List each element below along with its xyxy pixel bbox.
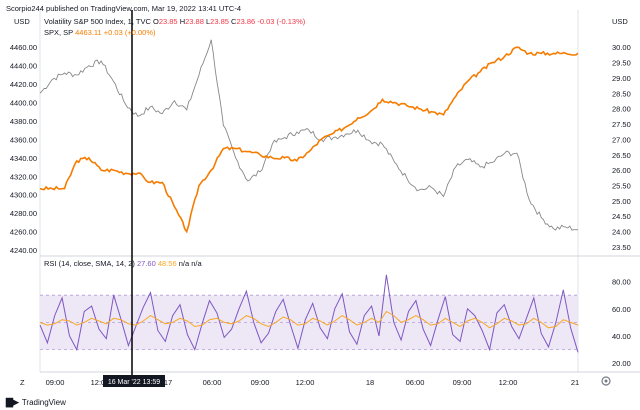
right-tick-label: 26.00 <box>612 166 631 175</box>
vix-c-label: C <box>231 17 237 26</box>
z-label[interactable]: Z <box>20 378 25 387</box>
rsi-tick-label: 20.00 <box>612 359 631 368</box>
vix-o-label: O <box>152 17 159 26</box>
publisher-text: Scorpio244 published on TradingView.com,… <box>6 4 242 13</box>
crosshair-time-box <box>103 375 165 387</box>
vix-title: Volatility S&P 500 Index, 1, TVC <box>44 17 151 26</box>
time-tick-label: 21 <box>571 378 579 387</box>
vix-legend: Volatility S&P 500 Index, 1, TVC O23.85 … <box>44 18 305 26</box>
vix-series <box>39 46 579 234</box>
right-tick-label: 27.50 <box>612 120 631 129</box>
time-tick-label: 09:00 <box>251 378 270 387</box>
rsi-title: RSI (14, close, SMA, 14, 2) <box>44 259 135 268</box>
time-tick-label: 06:00 <box>203 378 222 387</box>
rsi-band-fill <box>40 295 578 350</box>
time-axis: 09:00 12:00 17 06:00 09:00 12:00 18 06:00 09:00 1… <box>46 378 580 387</box>
publisher-line: Scorpio244 published on TradingView.com,… <box>6 5 241 13</box>
right-tick-label: 23.50 <box>612 243 631 252</box>
tradingview-logo-icon: ▇▶ <box>6 397 19 407</box>
vix-c: 23.86 <box>236 17 256 26</box>
spx-legend: SPX, SP 4463.11 +0.03 (+0.00%) <box>44 29 156 37</box>
right-tick-label: 26.50 <box>612 151 631 160</box>
left-tick-label: 4300.00 <box>10 191 37 200</box>
vix-change: -0.03 (-0.13%) <box>257 17 306 26</box>
left-tick-label: 4240.00 <box>10 246 37 255</box>
left-tick-label: 4460.00 <box>10 43 37 52</box>
left-unit: USD <box>14 18 30 26</box>
footer-text: TradingView <box>21 398 66 407</box>
price-axis: 4460.00 4440.00 4420.00 4400.00 4380.00 4360.… <box>10 43 631 255</box>
vix-series-line <box>39 46 579 234</box>
left-tick-label: 4380.00 <box>10 117 37 126</box>
time-tick-label: 18 <box>366 378 374 387</box>
left-tick-label: 4340.00 <box>10 154 37 163</box>
vix-l: 23.85 <box>210 17 229 26</box>
vix-l-label: L <box>205 17 211 26</box>
rsi-series <box>39 274 579 353</box>
rsi-tick-label: 60.00 <box>612 305 631 314</box>
right-tick-label: 27.00 <box>612 135 631 144</box>
rsi-tick-label: 40.00 <box>612 332 631 341</box>
rsi-series-line <box>39 274 579 353</box>
time-tick-label: 06:00 <box>406 378 425 387</box>
spx-series <box>39 39 578 231</box>
left-tick-label: 4400.00 <box>10 99 37 108</box>
rsi-na2: n/a <box>191 259 202 268</box>
left-tick-label: 4320.00 <box>10 172 37 181</box>
right-tick-label: 30.00 <box>612 43 631 52</box>
time-tick-label: 12:00 <box>296 378 315 387</box>
footer: ▇▶ TradingView <box>6 397 66 408</box>
vix-o: 23.85 <box>158 17 178 26</box>
rsi-tick-label: 80.00 <box>612 278 631 287</box>
spx-title: SPX, SP <box>44 28 74 37</box>
rsi-ma-value: 48.56 <box>157 259 177 268</box>
rsi-ma-series <box>39 310 579 329</box>
rsi-band <box>40 294 578 351</box>
gear-icon[interactable] <box>601 376 611 386</box>
left-tick-label: 4440.00 <box>10 62 37 71</box>
left-unit-label: USD <box>14 17 30 26</box>
time-tick-label: 09:00 <box>46 378 65 387</box>
vix-h-label: H <box>179 17 186 26</box>
time-tick-label: 12:00 <box>91 378 110 387</box>
spx-value: 4463.11 <box>75 28 102 37</box>
rsi-na1: n/a <box>178 259 190 268</box>
spx-change: +0.03 (+0.00%) <box>103 28 156 37</box>
rsi-legend: RSI (14, close, SMA, 14, 2) 27.60 48.56 … <box>44 260 202 268</box>
time-tick-label: 17 <box>164 378 172 387</box>
right-tick-label: 24.00 <box>612 228 631 237</box>
left-tick-label: 4360.00 <box>10 135 37 144</box>
right-unit: USD <box>612 18 628 26</box>
left-tick-label: 4260.00 <box>10 228 37 237</box>
spx-series-line <box>39 39 578 231</box>
time-tick-label: 12:00 <box>499 378 518 387</box>
right-tick-label: 24.50 <box>612 212 631 221</box>
rsi-axis: 80.00 60.00 40.00 20.00 <box>612 278 631 369</box>
right-tick-label: 29.00 <box>612 74 631 83</box>
right-tick-label: 25.00 <box>612 197 631 206</box>
left-tick-label: 4280.00 <box>10 209 37 218</box>
right-tick-label: 28.50 <box>612 89 631 98</box>
rsi-value: 27.60 <box>136 259 156 268</box>
right-tick-label: 28.00 <box>612 105 631 114</box>
right-tick-label: 29.50 <box>612 59 631 68</box>
left-tick-label: 4420.00 <box>10 80 37 89</box>
right-unit-label: USD <box>612 17 628 26</box>
time-tick-label: 09:00 <box>453 378 472 387</box>
crosshair-time-label: 16 Mar '22 13:59 <box>108 379 160 386</box>
rsi-ma-series-line <box>39 310 579 329</box>
right-tick-label: 25.50 <box>612 181 631 190</box>
vix-h: 23.88 <box>185 17 204 26</box>
